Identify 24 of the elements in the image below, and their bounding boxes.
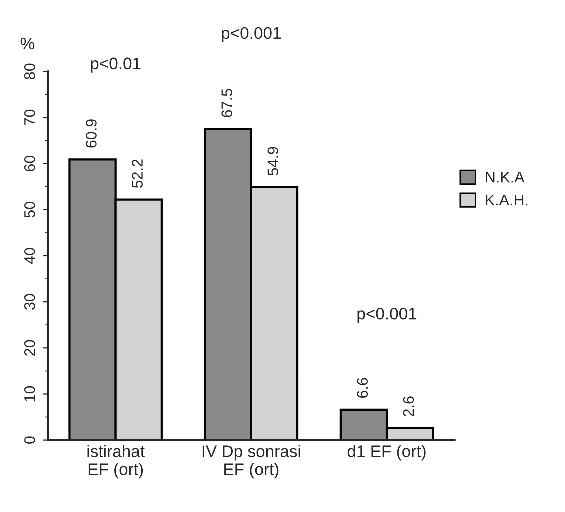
data-label: 2.6: [403, 396, 414, 416]
y-tick-label: 40: [24, 248, 36, 264]
y-tick-label: 10: [24, 386, 36, 402]
y-tick-label: 20: [24, 340, 36, 356]
legend-label: N.K.A: [486, 172, 525, 183]
data-label: 54.9: [268, 147, 279, 176]
y-axis-title: %: [20, 38, 34, 50]
data-label: 6.6: [357, 378, 368, 398]
y-tick-label: 60: [24, 156, 36, 172]
annotation: p<0.001: [358, 308, 417, 324]
y-tick-label: 50: [24, 202, 36, 218]
x-tick-label: d1 EF (ort): [348, 445, 426, 461]
data-label: 52.2: [132, 160, 143, 188]
y-tick-label: 80: [24, 64, 36, 80]
y-tick-label: 70: [24, 110, 36, 126]
legend-label: K.A.H.: [486, 195, 528, 206]
y-tick-label: 30: [24, 294, 36, 310]
x-tick-label: IV Dp sonrasi EF (ort): [202, 445, 300, 479]
text: p<0.001: [222, 27, 281, 42]
data-label: 67.5: [222, 89, 232, 118]
x-tick-label: istirahat EF (ort): [88, 445, 145, 479]
annotation: p<0.01: [91, 58, 141, 73]
y-tick-label: 0: [24, 436, 36, 444]
data-label: 60.9: [86, 120, 97, 148]
